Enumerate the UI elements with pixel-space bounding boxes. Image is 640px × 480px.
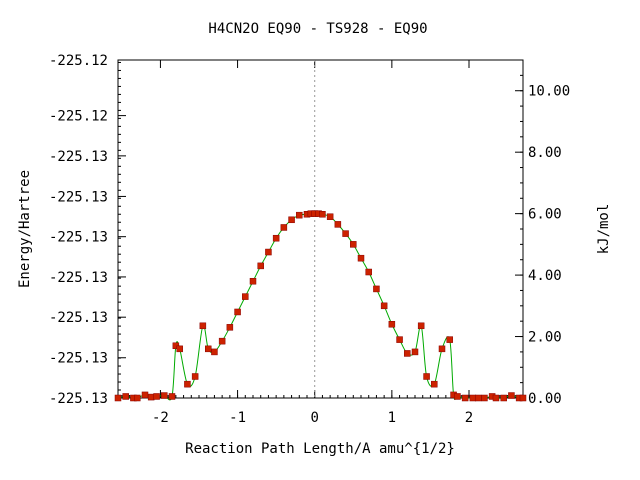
data-point	[350, 241, 357, 248]
x-tick-label: -2	[152, 410, 169, 426]
data-point	[296, 211, 303, 219]
data-point	[373, 285, 380, 293]
y-left-tick-label: -225.13	[49, 230, 108, 246]
data-point	[423, 373, 430, 380]
data-point	[519, 394, 527, 402]
data-point	[265, 248, 272, 256]
data-point	[492, 394, 500, 402]
data-point	[161, 392, 168, 399]
data-point	[438, 345, 446, 353]
data-point	[242, 293, 249, 300]
data-point	[411, 348, 419, 356]
data-point	[469, 394, 477, 402]
data-point	[205, 345, 212, 353]
y-right-tick-label: 6.00	[528, 207, 562, 223]
y-right-axis-title: kJ/mol	[596, 204, 612, 255]
y-left-tick-label: -225.13	[49, 149, 108, 165]
y-left-tick-label: -225.13	[49, 270, 108, 286]
x-tick-label: 1	[388, 410, 396, 426]
x-tick-label: 0	[310, 410, 318, 426]
data-points	[114, 210, 527, 402]
x-axis-title: Reaction Path Length/A amu^{1/2}	[185, 441, 455, 457]
data-point	[114, 394, 122, 402]
data-point	[257, 262, 264, 270]
x-axis-ticks: -2 -1 0 1 2	[152, 60, 473, 426]
data-point	[184, 380, 191, 388]
data-point	[508, 392, 515, 399]
data-point	[168, 393, 176, 400]
x-tick-label: -1	[229, 410, 246, 426]
y-right-tick-label: 10.00	[528, 84, 570, 100]
data-point	[122, 393, 129, 400]
data-point	[365, 268, 372, 276]
data-point	[226, 324, 234, 331]
data-point	[176, 345, 183, 353]
data-point	[147, 393, 155, 401]
y-right-axis-ticks: 0.00 2.00 4.00 6.00 8.00 10.00	[515, 59, 570, 407]
data-point	[191, 373, 199, 380]
data-point	[326, 213, 334, 220]
y-left-tick-label: -225.13	[49, 310, 108, 326]
data-point	[288, 216, 295, 224]
data-point	[249, 277, 257, 285]
data-point	[280, 224, 288, 231]
series-line	[117, 213, 524, 401]
data-point	[380, 302, 388, 310]
data-point	[319, 211, 326, 218]
data-point	[388, 321, 396, 328]
y-left-tick-label: -225.12	[49, 53, 108, 69]
data-point	[218, 337, 226, 345]
y-right-tick-label: 8.00	[528, 145, 562, 161]
data-point	[461, 394, 469, 402]
data-point	[500, 394, 507, 402]
data-point	[417, 322, 425, 330]
data-point	[342, 230, 349, 237]
y-right-tick-label: 2.00	[528, 330, 562, 346]
data-point	[446, 336, 453, 343]
data-point	[334, 221, 342, 228]
y-left-tick-label: -225.12	[49, 109, 108, 125]
data-point	[153, 393, 160, 400]
data-point	[431, 380, 438, 388]
data-point	[134, 394, 141, 402]
data-point	[141, 391, 149, 399]
data-point	[481, 394, 488, 402]
x-tick-label: 2	[465, 410, 473, 426]
data-point	[199, 322, 207, 330]
data-point	[357, 254, 365, 262]
data-point	[396, 336, 403, 343]
data-point	[234, 308, 241, 316]
y-left-tick-label: -225.13	[49, 351, 108, 367]
data-point	[272, 234, 280, 242]
data-point	[454, 393, 461, 400]
data-point	[475, 394, 482, 402]
y-right-tick-label: 0.00	[528, 391, 562, 407]
y-right-tick-label: 4.00	[528, 268, 562, 284]
data-point	[211, 348, 218, 356]
chart-title: H4CN2O EQ90 - TS928 - EQ90	[208, 21, 427, 37]
y-left-tick-label: -225.13	[49, 189, 108, 205]
y-left-axis-ticks: -225.13 -225.13 -225.13 -225.13 -225.13 -225.…	[49, 53, 126, 407]
data-point	[404, 350, 411, 357]
y-left-tick-label: -225.13	[49, 391, 108, 407]
y-left-axis-title: Energy/Hartree	[17, 170, 33, 288]
